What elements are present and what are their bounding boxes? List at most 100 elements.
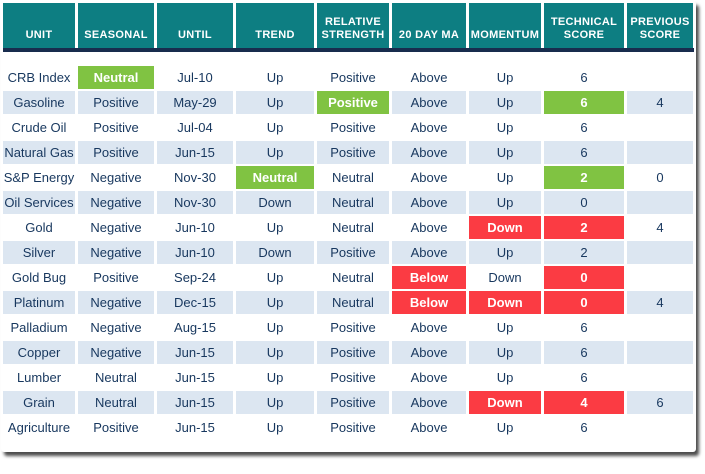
table-cell: 4 bbox=[544, 391, 624, 414]
table-cell: 2 bbox=[544, 241, 624, 264]
column-header-until: UNTIL bbox=[157, 3, 233, 48]
table-cell: 4 bbox=[627, 91, 693, 114]
table-cell: Above bbox=[392, 166, 466, 189]
column-header-20-day-ma: 20 DAY MA bbox=[392, 3, 466, 48]
table-cell: Nov-30 bbox=[157, 191, 233, 214]
table-cell: Above bbox=[392, 116, 466, 139]
column-header-previous-score: PREVIOUS SCORE bbox=[627, 3, 693, 48]
table-cell: Up bbox=[469, 91, 541, 114]
table-cell: Neutral bbox=[236, 166, 314, 189]
table-cell: Sep-24 bbox=[157, 266, 233, 289]
table-cell bbox=[627, 241, 693, 264]
table-cell: Down bbox=[469, 266, 541, 289]
table-cell bbox=[627, 191, 693, 214]
table-header-row: UNIT SEASONAL UNTIL TREND RELATIVE STRENGTH 2… bbox=[3, 3, 694, 48]
table-cell: Up bbox=[469, 341, 541, 364]
table-cell: Up bbox=[236, 66, 314, 89]
column-header-technical-score: TECHNICAL SCORE bbox=[544, 3, 624, 48]
table-cell: Jun-10 bbox=[157, 216, 233, 239]
table-cell: Jul-04 bbox=[157, 116, 233, 139]
table-cell: Up bbox=[469, 66, 541, 89]
table-cell: May-29 bbox=[157, 91, 233, 114]
table-cell: Up bbox=[236, 291, 314, 314]
table-cell: Positive bbox=[317, 416, 389, 439]
table-cell: Aug-15 bbox=[157, 316, 233, 339]
table-cell: 2 bbox=[544, 166, 624, 189]
table-cell: Above bbox=[392, 366, 466, 389]
unit-cell: Crude Oil bbox=[3, 116, 75, 139]
unit-cell: Silver bbox=[3, 241, 75, 264]
table-cell: 4 bbox=[627, 291, 693, 314]
table-cell: Negative bbox=[78, 316, 154, 339]
table-cell bbox=[627, 316, 693, 339]
table-cell: Down bbox=[469, 391, 541, 414]
table-cell: 0 bbox=[544, 291, 624, 314]
unit-cell: Gold Bug bbox=[3, 266, 75, 289]
table-cell: Neutral bbox=[317, 166, 389, 189]
table-cell: Up bbox=[236, 116, 314, 139]
table-cell: Negative bbox=[78, 291, 154, 314]
table-cell: Positive bbox=[317, 66, 389, 89]
table-cell: Above bbox=[392, 241, 466, 264]
table-cell bbox=[627, 366, 693, 389]
table-cell: 6 bbox=[544, 366, 624, 389]
table-cell: Up bbox=[469, 316, 541, 339]
unit-cell: Platinum bbox=[3, 291, 75, 314]
table-cell: 6 bbox=[627, 391, 693, 414]
table-cell: 0 bbox=[627, 166, 693, 189]
table-cell: Down bbox=[236, 241, 314, 264]
table-cell: Positive bbox=[78, 91, 154, 114]
unit-cell: Oil Services bbox=[3, 191, 75, 214]
table-cell bbox=[627, 116, 693, 139]
table-cell: Positive bbox=[78, 266, 154, 289]
table-cell: Up bbox=[236, 341, 314, 364]
spacer-row bbox=[3, 52, 694, 64]
table-cell: Up bbox=[469, 116, 541, 139]
table-cell: Above bbox=[392, 416, 466, 439]
table-cell: Up bbox=[236, 141, 314, 164]
table-cell: Positive bbox=[317, 366, 389, 389]
table-cell: Negative bbox=[78, 341, 154, 364]
table-cell: Jun-15 bbox=[157, 141, 233, 164]
table-cell: Neutral bbox=[78, 366, 154, 389]
table-cell: Up bbox=[236, 316, 314, 339]
table-cell: 6 bbox=[544, 316, 624, 339]
table-cell: Positive bbox=[317, 391, 389, 414]
column-header-seasonal: SEASONAL bbox=[78, 3, 154, 48]
table-cell: 6 bbox=[544, 91, 624, 114]
table-cell: Up bbox=[469, 366, 541, 389]
unit-cell: Lumber bbox=[3, 366, 75, 389]
table-cell: Down bbox=[469, 291, 541, 314]
table-cell: Above bbox=[392, 91, 466, 114]
table-cell: 6 bbox=[544, 416, 624, 439]
table-cell: Positive bbox=[317, 91, 389, 114]
column-header-trend: TREND bbox=[236, 3, 314, 48]
table-cell: Positive bbox=[317, 341, 389, 364]
table-cell: Positive bbox=[317, 241, 389, 264]
unit-cell: S&P Energy bbox=[3, 166, 75, 189]
table-cell bbox=[627, 141, 693, 164]
table-cell: Positive bbox=[317, 116, 389, 139]
unit-cell: Gasoline bbox=[3, 91, 75, 114]
table-cell: Nov-30 bbox=[157, 166, 233, 189]
table-cell: 0 bbox=[544, 266, 624, 289]
table-cell: Up bbox=[469, 191, 541, 214]
table-cell: Positive bbox=[78, 141, 154, 164]
table-cell: Up bbox=[469, 141, 541, 164]
header-divider bbox=[3, 48, 694, 52]
table-cell: Below bbox=[392, 266, 466, 289]
table-cell: 4 bbox=[627, 216, 693, 239]
table-cell: 6 bbox=[544, 341, 624, 364]
table-cell: Negative bbox=[78, 241, 154, 264]
table-cell: Down bbox=[236, 191, 314, 214]
table-cell bbox=[627, 341, 693, 364]
unit-cell: Copper bbox=[3, 341, 75, 364]
table-cell: Neutral bbox=[78, 66, 154, 89]
unit-cell: Palladium bbox=[3, 316, 75, 339]
table-cell: Negative bbox=[78, 191, 154, 214]
table-cell: Above bbox=[392, 191, 466, 214]
table-cell: Down bbox=[469, 216, 541, 239]
table-cell: Positive bbox=[317, 316, 389, 339]
table-cell: Up bbox=[236, 91, 314, 114]
unit-cell: Agriculture bbox=[3, 416, 75, 439]
